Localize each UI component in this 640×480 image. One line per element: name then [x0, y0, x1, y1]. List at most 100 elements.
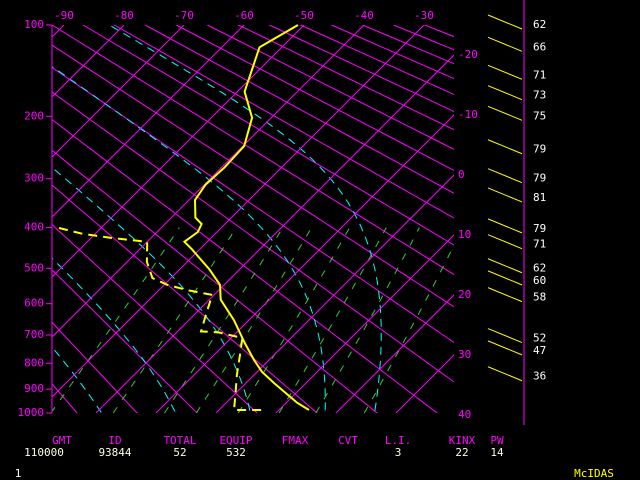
- side-value: 75: [533, 109, 546, 122]
- stat-label: TOTAL: [163, 434, 196, 447]
- y-tick-label: 500: [24, 261, 44, 274]
- stat-value: 22: [455, 446, 468, 459]
- stat-value: 52: [173, 446, 186, 459]
- x-tick-label: -60: [234, 9, 254, 22]
- dry-adiabat: [52, 149, 378, 413]
- wind-barb: [487, 187, 523, 203]
- isotherm: [335, 294, 454, 413]
- stat-label: FMAX: [282, 434, 309, 447]
- isotherm: [52, 25, 185, 158]
- y-tick-label: 700: [24, 328, 44, 341]
- isotherm: [456, 25, 640, 413]
- mixing-ratio-line: [237, 227, 351, 413]
- dry-adiabat: [52, 269, 198, 413]
- stat-value: 532: [226, 446, 246, 459]
- dry-adiabat: [454, 13, 640, 425]
- wind-barb: [487, 234, 523, 250]
- side-value: 81: [533, 191, 546, 204]
- stat-label: L.I.: [385, 434, 412, 447]
- isotherm: [395, 354, 454, 413]
- stat-value: 93844: [98, 446, 131, 459]
- mixing-ratio-line: [112, 227, 237, 413]
- side-value: 52: [533, 332, 546, 345]
- stat-label: GMT: [52, 434, 72, 447]
- isotherm: [95, 54, 454, 413]
- x2-tick-label: 30: [458, 348, 471, 361]
- temperature-line: [182, 24, 310, 411]
- side-value: 66: [533, 40, 546, 53]
- x-tick-label: -80: [114, 9, 134, 22]
- stat-value: 14: [490, 446, 504, 459]
- x-tick-label: -70: [174, 9, 194, 22]
- stat-label: PW: [490, 434, 504, 447]
- y-tick-label: 100: [24, 18, 44, 31]
- wind-barb: [487, 168, 523, 184]
- dry-adiabat: [392, 25, 454, 51]
- isotherm: [52, 25, 245, 218]
- y-tick-label: 400: [24, 221, 44, 234]
- wind-barb: [487, 366, 523, 382]
- dry-adiabat: [0, 13, 26, 425]
- x2-tick-label: -10: [458, 108, 478, 121]
- stat-label: ID: [108, 434, 121, 447]
- dry-adiabat: [52, 44, 454, 308]
- plot-area: [0, 13, 640, 425]
- side-value: 79: [533, 143, 546, 156]
- wind-barb: [487, 340, 523, 356]
- x2-tick-label: 10: [458, 228, 471, 241]
- y-tick-label: 300: [24, 172, 44, 185]
- dry-adiabat: [52, 25, 454, 276]
- x2-tick-label: -20: [458, 48, 478, 61]
- y-tick-label: 800: [24, 356, 44, 369]
- wind-barb: [487, 85, 523, 101]
- x-tick-label: -40: [354, 9, 374, 22]
- dry-adiabat: [52, 321, 138, 413]
- dry-adiabat: [484, 13, 640, 425]
- dewpoint-line: [58, 227, 264, 411]
- dry-adiabat: [545, 13, 640, 425]
- isotherm: [52, 25, 305, 278]
- wind-barb: [487, 287, 523, 303]
- side-value: 62: [533, 18, 546, 31]
- x-tick-label: -30: [414, 9, 434, 22]
- y-tick-label: 900: [24, 382, 44, 395]
- moist-adiabat: [52, 257, 177, 413]
- dry-adiabat: [144, 25, 454, 194]
- isotherm: [52, 25, 425, 398]
- side-value: 71: [533, 68, 546, 81]
- dry-adiabat: [52, 91, 454, 383]
- dry-adiabat: [52, 66, 454, 344]
- wind-barb: [487, 36, 523, 52]
- side-value: 71: [533, 238, 546, 251]
- dry-adiabat: [82, 25, 454, 246]
- mixing-ratio-line: [315, 227, 420, 413]
- side-value: 79: [533, 222, 546, 235]
- y-tick-label: 200: [24, 109, 44, 122]
- y-tick-label: 1000: [18, 406, 45, 419]
- isotherm: [215, 174, 454, 413]
- x2-tick-label: 0: [458, 168, 465, 181]
- x2-tick-label: 40: [458, 408, 471, 421]
- stat-value: 110000: [24, 446, 64, 459]
- x-tick-label: -90: [54, 9, 74, 22]
- moist-adiabat: [52, 166, 251, 413]
- stat-value: 3: [395, 446, 402, 459]
- mixing-ratio-line: [52, 227, 180, 413]
- side-value: 47: [533, 344, 546, 357]
- side-value: 79: [533, 172, 546, 185]
- dry-adiabat: [299, 25, 454, 96]
- wind-barb: [487, 258, 523, 274]
- wind-barb: [487, 270, 523, 286]
- mixing-ratio-line: [363, 244, 454, 413]
- stat-label: CVT: [338, 434, 358, 447]
- wind-barb: [487, 218, 523, 234]
- dry-adiabat: [113, 25, 454, 219]
- dry-adiabat: [361, 25, 454, 65]
- wind-barb: [487, 105, 523, 121]
- side-value: 60: [533, 274, 546, 287]
- footer-right: McIDAS: [574, 467, 614, 480]
- dry-adiabat: [423, 25, 454, 38]
- dry-adiabat: [268, 25, 454, 113]
